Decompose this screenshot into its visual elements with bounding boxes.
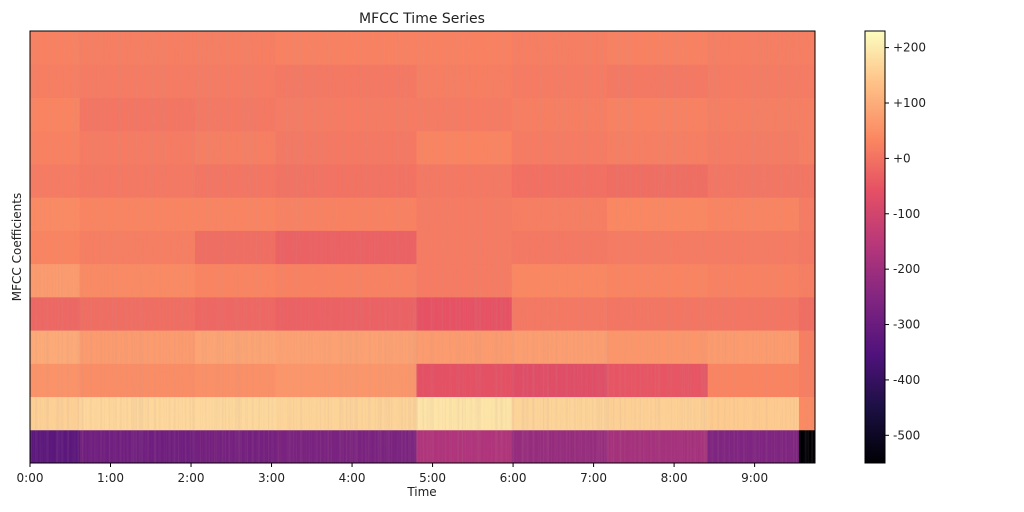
colorbar: [864, 30, 886, 464]
colorbar-tick-label: +0: [893, 151, 911, 165]
x-tick-label: 4:00: [339, 471, 366, 485]
x-tick-label: 6:00: [500, 471, 527, 485]
x-tick-label: 8:00: [661, 471, 688, 485]
colorbar-tick-label: -300: [893, 318, 920, 332]
x-axis: 0:00 1:00 2:00 3:00 4:00 5:00 6:00 7:00 8:00 9:00: [17, 463, 768, 485]
x-tick-label: 5:00: [419, 471, 446, 485]
x-tick-label: 7:00: [580, 471, 607, 485]
plot-frame: [29, 30, 816, 464]
colorbar-tick-label: +200: [893, 41, 926, 55]
colorbar-tick-label: -200: [893, 262, 920, 276]
y-axis-label: MFCC Coefficients: [10, 193, 24, 301]
x-tick-label: 9:00: [741, 471, 768, 485]
x-tick-label: 1:00: [97, 471, 124, 485]
x-tick-label: 2:00: [178, 471, 205, 485]
heatmap-texture: [30, 31, 815, 463]
chart-title: MFCC Time Series: [359, 11, 485, 27]
colorbar-tick-label: -100: [893, 207, 920, 221]
colorbar-axis: +200 +100 +0 -100 -200 -300 -400 -500: [885, 41, 926, 442]
x-tick-label: 3:00: [258, 471, 285, 485]
colorbar-tick-label: +100: [893, 96, 926, 110]
x-axis-label: Time: [406, 485, 436, 499]
colorbar-tick-label: -500: [893, 428, 920, 442]
x-tick-label: 0:00: [17, 471, 44, 485]
colorbar-tick-label: -400: [893, 373, 920, 387]
